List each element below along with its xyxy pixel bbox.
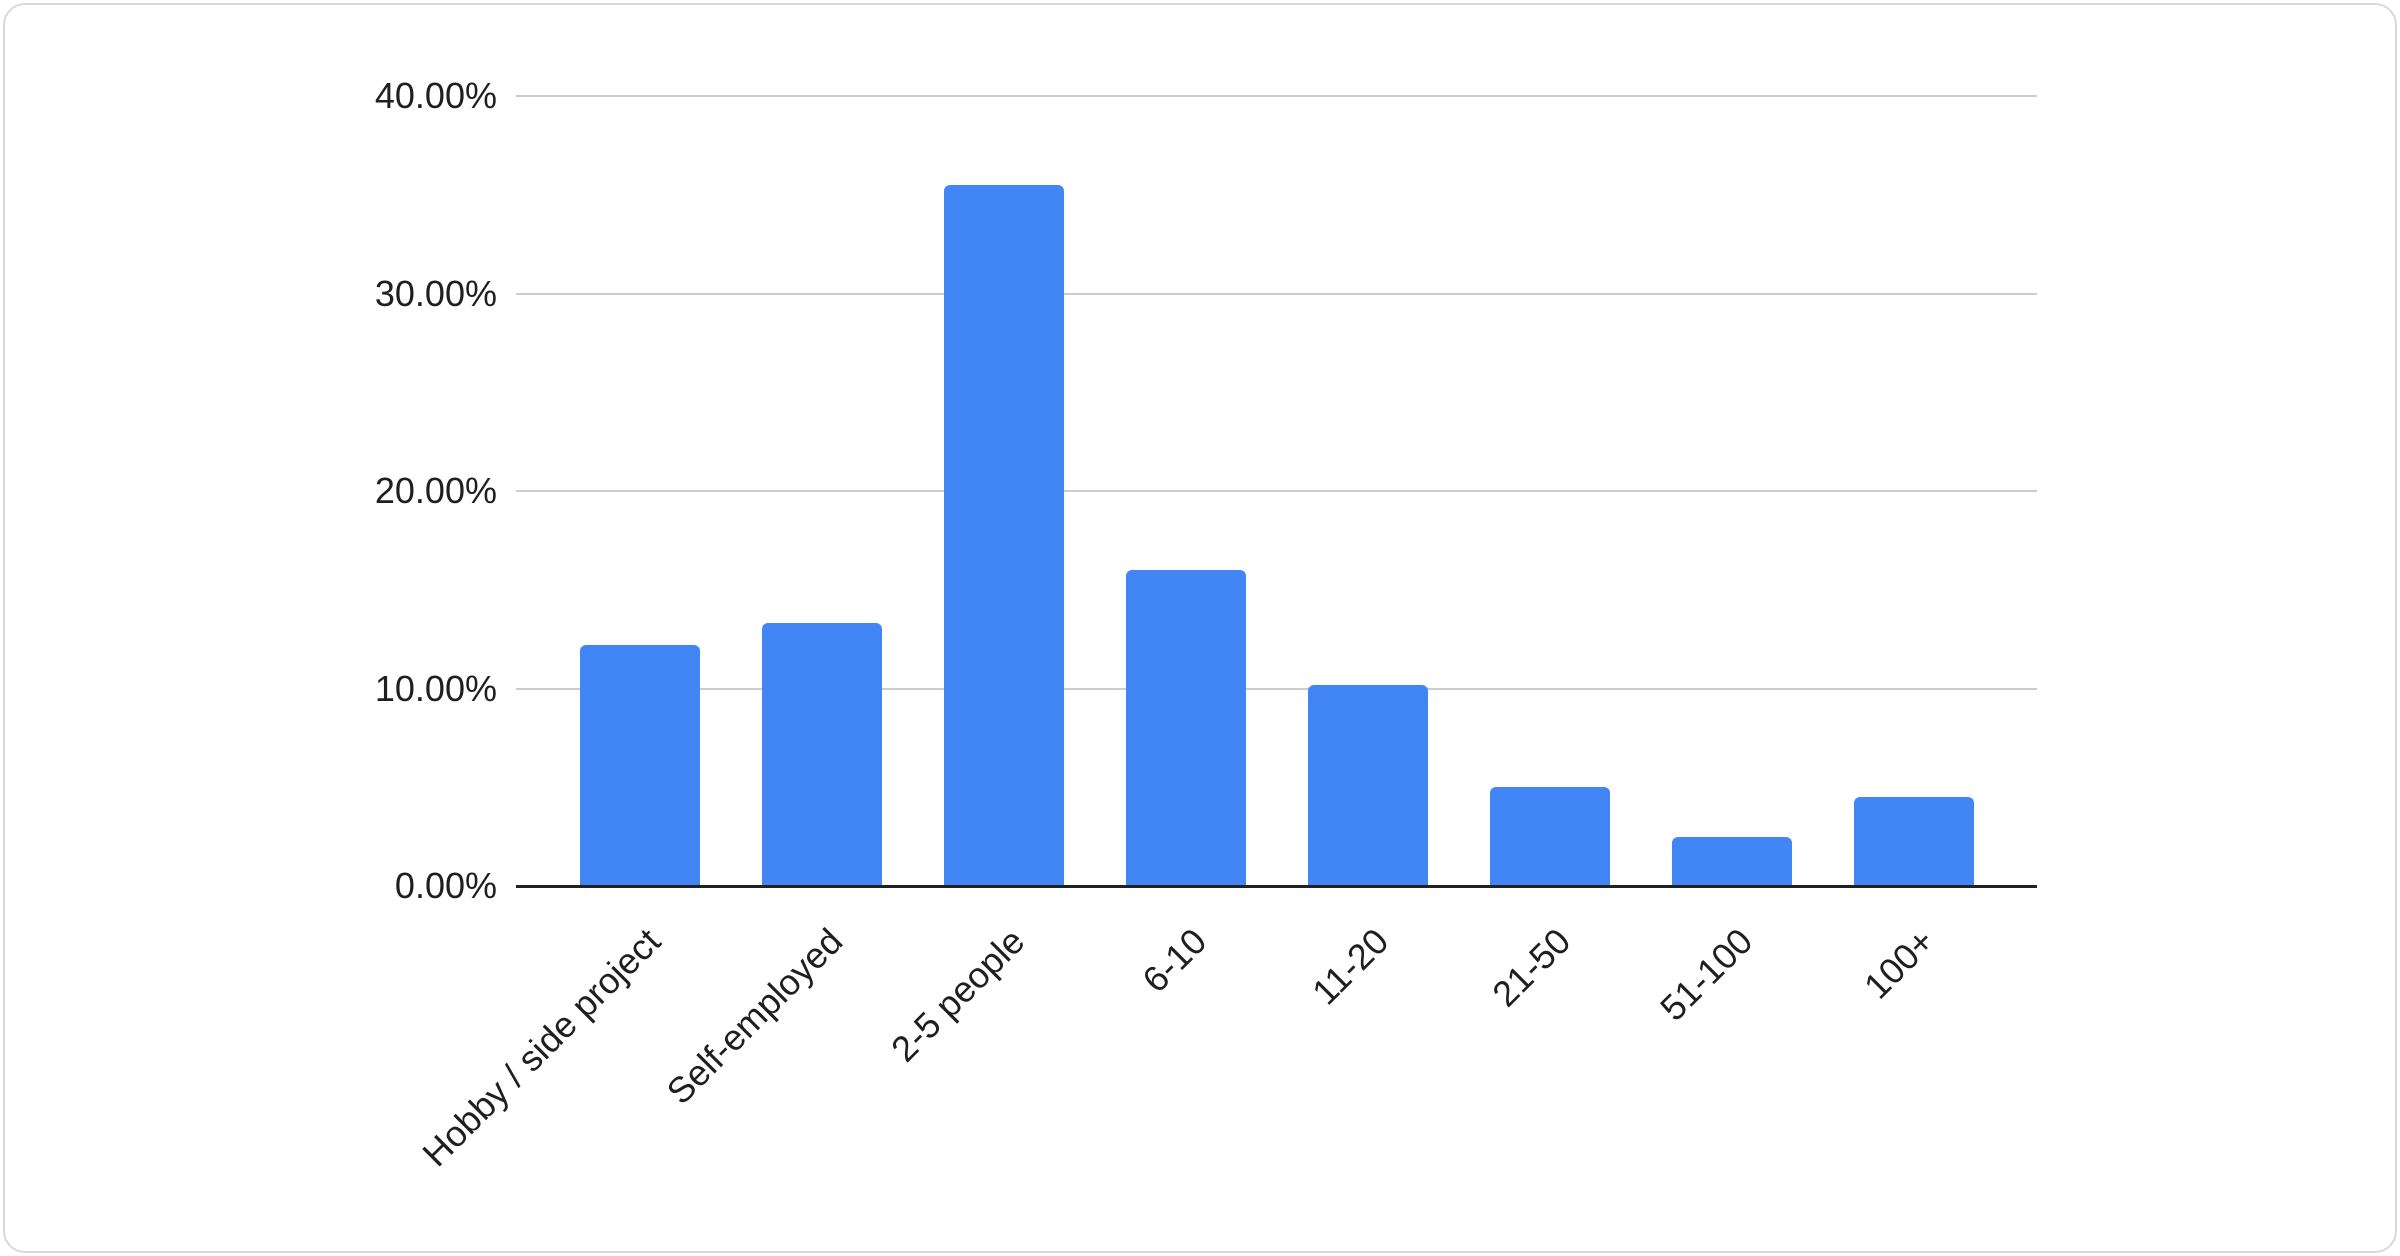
- bar-hobby-side-project: [579, 645, 700, 886]
- y-axis-tick-label-10pct: 10.00%: [374, 667, 497, 709]
- x-axis-line: [516, 885, 2037, 888]
- bar-11-20: [1307, 684, 1428, 886]
- y-axis-tick-label-40pct: 40.00%: [374, 75, 497, 116]
- y-axis-tick-label-30pct: 30.00%: [374, 272, 497, 314]
- gridline-30pct: [516, 292, 2037, 295]
- chart-card: 0.00% 10.00% 20.00% 30.00% 40.00% Hobby / sid…: [3, 3, 2397, 1253]
- bar-21-50: [1489, 787, 1610, 886]
- bar-6-10: [1125, 570, 1246, 886]
- bar-self-employed: [761, 623, 882, 886]
- bar-100: [1853, 797, 1974, 886]
- company-size-bar-chart: 0.00% 10.00% 20.00% 30.00% 40.00% Hobby / sid…: [5, 5, 2395, 1251]
- gridline-10pct: [516, 687, 2037, 690]
- y-axis-tick-label-0pct: 0.00%: [394, 865, 497, 906]
- bar-51-100: [1671, 836, 1792, 886]
- bar-2-5-people: [943, 184, 1064, 886]
- gridline-20pct: [516, 490, 2037, 492]
- y-axis-tick-label-20pct: 20.00%: [374, 470, 497, 511]
- gridline-40pct: [516, 95, 2037, 97]
